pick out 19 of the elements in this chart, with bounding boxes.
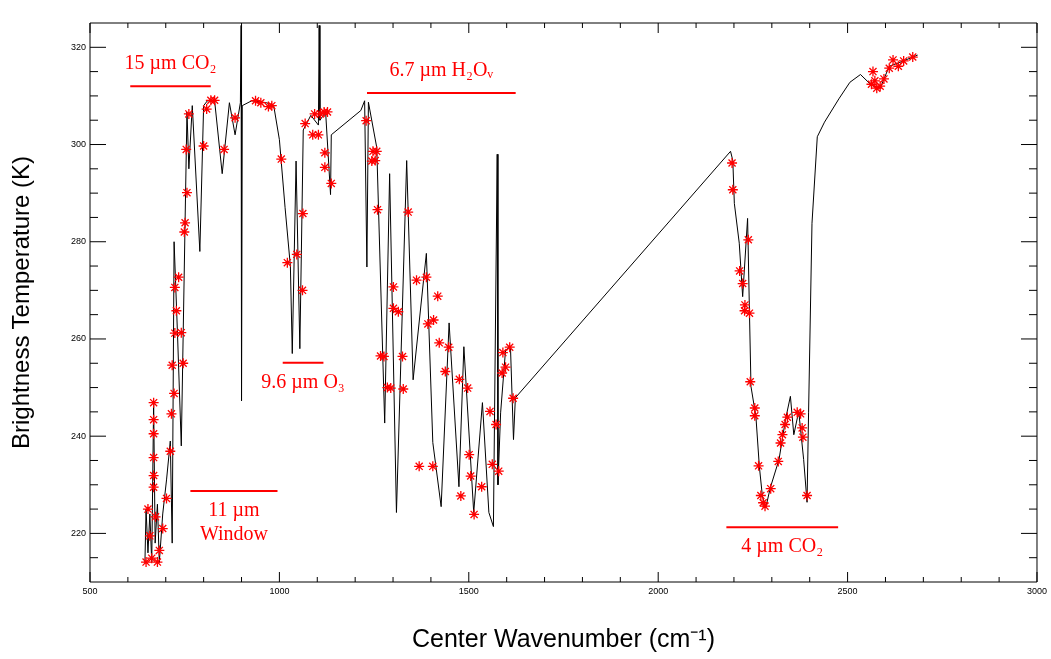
y-tick-label: 280 xyxy=(70,236,86,247)
annotation: 9.6 µm O₃ xyxy=(261,370,345,394)
y-axis-title: Brightness Temperature (K) xyxy=(7,155,35,450)
x-tick-label: 1500 xyxy=(458,585,479,596)
x-tick-label: 2000 xyxy=(648,585,669,596)
y-tick-label: 300 xyxy=(70,139,86,150)
y-tick-label: 260 xyxy=(70,333,86,344)
y-tick-label: 220 xyxy=(70,527,86,538)
x-tick-label: 2500 xyxy=(837,585,858,596)
y-tick-label: 240 xyxy=(70,430,86,441)
x-tick-label: 3000 xyxy=(1026,585,1047,596)
x-tick-label: 500 xyxy=(82,585,98,596)
annotation: 6.7 µm H₂Oᵥ xyxy=(389,58,494,82)
annotation: 15 µm CO₂ xyxy=(124,51,217,75)
x-axis-title: Center Wavenumber (cm⁻¹) xyxy=(412,623,715,652)
annotation: 4 µm CO₂ xyxy=(741,534,824,558)
x-tick-label: 1000 xyxy=(269,585,290,596)
y-tick-label: 320 xyxy=(70,41,86,52)
annotation: 11 µm Window xyxy=(199,498,269,545)
